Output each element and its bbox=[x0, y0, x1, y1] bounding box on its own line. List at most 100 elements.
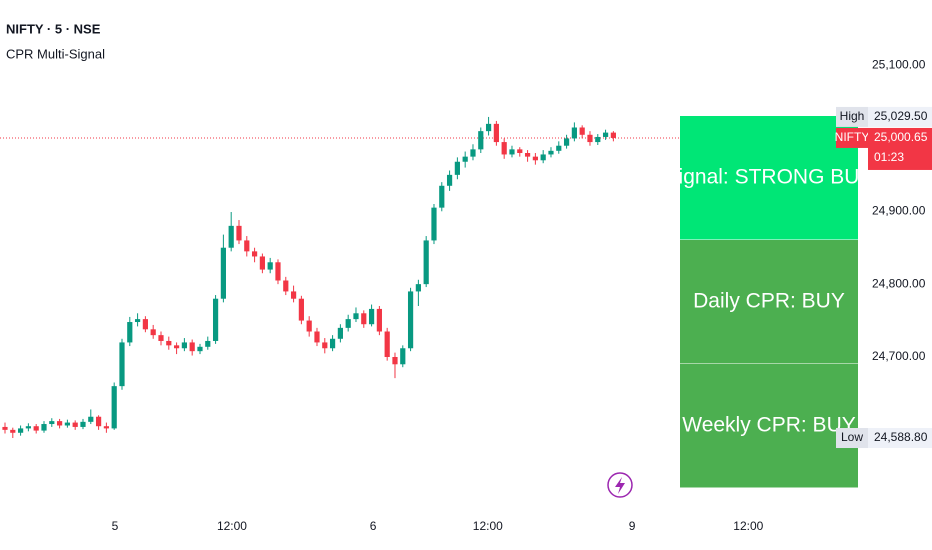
badge-tag: NIFTY bbox=[835, 130, 870, 144]
candle-body bbox=[556, 145, 562, 151]
badge-tag: Low bbox=[841, 430, 863, 444]
candle-body bbox=[49, 421, 55, 425]
candle-body bbox=[267, 262, 273, 270]
candle-body bbox=[119, 342, 125, 387]
y-tick-label: 25,100.00 bbox=[872, 58, 926, 72]
candle-body bbox=[212, 298, 219, 341]
candle-body bbox=[189, 342, 195, 352]
candle-body bbox=[80, 421, 86, 427]
candle-body bbox=[41, 424, 47, 431]
badge-countdown: 01:23 bbox=[874, 150, 904, 164]
candle-body bbox=[470, 149, 476, 157]
candle-body bbox=[181, 342, 187, 349]
candle-body bbox=[462, 156, 468, 162]
candle-body bbox=[33, 426, 39, 431]
candle-body bbox=[322, 342, 328, 349]
candle-body bbox=[532, 156, 538, 161]
badge-value: 24,588.80 bbox=[874, 430, 928, 444]
x-tick-label: 6 bbox=[370, 519, 377, 533]
candle-body bbox=[548, 150, 554, 155]
candle-body bbox=[127, 322, 133, 343]
candle-body bbox=[376, 308, 382, 332]
candle-body bbox=[587, 134, 593, 143]
candle-body bbox=[595, 136, 601, 143]
candle-body bbox=[392, 357, 398, 365]
badge-value-bg bbox=[868, 428, 932, 449]
candle-body bbox=[384, 331, 390, 357]
candle-body bbox=[220, 247, 226, 299]
badge-tag-bg bbox=[836, 106, 868, 127]
badge-value: 25,029.50 bbox=[874, 109, 928, 123]
candle-body bbox=[72, 422, 78, 427]
candle-body bbox=[407, 291, 414, 349]
candle-body bbox=[88, 416, 94, 422]
low-badge: Low 24,588.80 bbox=[836, 428, 932, 449]
badge-value-bg bbox=[868, 106, 932, 127]
x-tick-label: 9 bbox=[629, 519, 636, 533]
alert-icon[interactable] bbox=[607, 472, 633, 498]
candle-body bbox=[259, 256, 265, 270]
signal-text: Weekly CPR: BUY bbox=[682, 413, 856, 436]
x-tick-label: 12:00 bbox=[217, 519, 247, 533]
candle-body bbox=[540, 154, 546, 161]
last-badge: NIFTY 25,000.65 01:23 bbox=[835, 127, 932, 170]
candle-body bbox=[166, 340, 172, 346]
candle-body bbox=[446, 174, 453, 186]
candle-body bbox=[571, 127, 577, 139]
candle-body bbox=[134, 319, 141, 323]
candle-body bbox=[517, 149, 523, 153]
badge-value-bg bbox=[868, 127, 932, 170]
candle-body bbox=[111, 386, 117, 429]
signal-cell bbox=[680, 116, 858, 240]
badge-tag: High bbox=[840, 109, 865, 123]
indicator-name: CPR Multi-Signal bbox=[6, 46, 105, 61]
candle-body bbox=[353, 313, 359, 320]
signal-text: Daily CPR: BUY bbox=[693, 289, 845, 312]
candle-body bbox=[431, 207, 437, 241]
candle-body bbox=[205, 340, 211, 347]
candle-body bbox=[298, 298, 304, 321]
candle-body bbox=[439, 185, 445, 208]
candle-body bbox=[602, 132, 609, 137]
candle-body bbox=[64, 422, 70, 426]
candle-body bbox=[361, 313, 367, 325]
candle-body bbox=[173, 345, 180, 349]
candle-body bbox=[423, 240, 429, 285]
candle-body bbox=[150, 329, 156, 336]
badge-tag-bg bbox=[836, 428, 868, 449]
y-tick-label: 24,900.00 bbox=[872, 203, 926, 217]
chart-title: NIFTY · 5 · NSE bbox=[6, 21, 101, 36]
x-tick-label: 12:00 bbox=[733, 519, 763, 533]
candle-body bbox=[17, 428, 24, 433]
candle-body bbox=[236, 225, 242, 241]
candle-body bbox=[290, 291, 297, 299]
candle-body bbox=[25, 426, 31, 429]
signal-cell bbox=[680, 240, 858, 364]
candle-body bbox=[610, 132, 616, 138]
x-tick-label: 12:00 bbox=[473, 519, 503, 533]
candle-body bbox=[345, 319, 351, 328]
candle-body bbox=[485, 123, 492, 132]
candle-body bbox=[275, 262, 281, 281]
x-tick-label: 5 bbox=[112, 519, 119, 533]
candle-body bbox=[400, 348, 406, 365]
alert-bolt[interactable] bbox=[615, 477, 625, 494]
candle-body bbox=[158, 335, 164, 341]
candle-body bbox=[314, 331, 320, 343]
candle-body bbox=[56, 421, 63, 426]
candle-body bbox=[509, 149, 515, 155]
candle-body bbox=[228, 225, 234, 248]
candle-body bbox=[197, 346, 203, 352]
candle-body bbox=[493, 123, 499, 143]
candle-body bbox=[501, 142, 507, 155]
signal-cell bbox=[680, 364, 858, 488]
candle-body bbox=[251, 251, 258, 257]
candle-body bbox=[454, 161, 460, 175]
signal-text: Signal: STRONG BUY bbox=[665, 165, 874, 188]
candle-body bbox=[283, 280, 289, 292]
candle-body bbox=[478, 131, 484, 150]
badge-tag-bg bbox=[836, 127, 868, 148]
candle-body bbox=[563, 138, 570, 146]
badge-value: 25,000.65 bbox=[874, 130, 928, 144]
